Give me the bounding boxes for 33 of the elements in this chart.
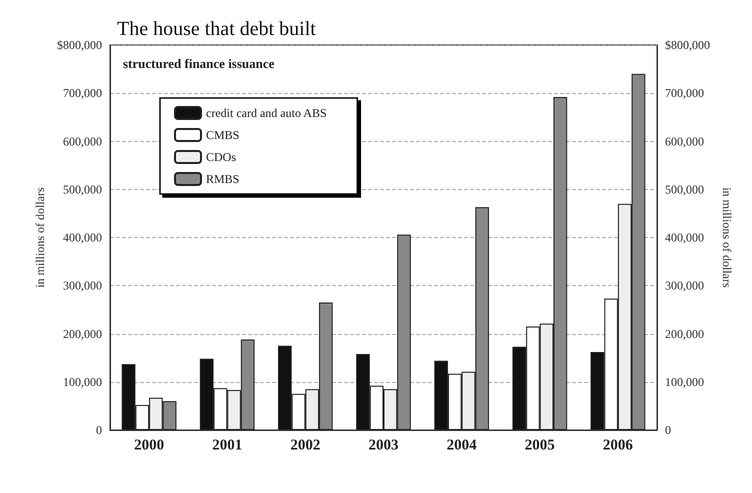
y2-tick-label: 600,000 (665, 134, 704, 148)
legend-label: RMBS (206, 172, 240, 186)
y-tick-label: 0 (96, 423, 102, 437)
y2-tick-label: 0 (665, 423, 671, 437)
y2-tick-label: 100,000 (665, 374, 704, 389)
x-tick-label: 2006 (602, 438, 634, 454)
y2-tick-label: 200,000 (665, 326, 704, 341)
x-tick-label: 2001 (212, 438, 242, 454)
y2-tick-label: 400,000 (665, 230, 704, 244)
y-tick-label: 400,000 (63, 230, 102, 244)
y2-tick-label: 700,000 (665, 86, 704, 100)
y2-tick-label: 300,000 (665, 278, 704, 293)
y-axis-title: in millions of dollars (33, 187, 48, 288)
y-tick-label: 700,000 (63, 86, 102, 100)
y-tick-label: 600,000 (63, 134, 102, 148)
x-tick-label: 2004 (446, 438, 478, 454)
legend-label: CDOs (206, 150, 236, 164)
y-tick-label: $800,000 (57, 38, 102, 52)
x-tick-label: 2000 (134, 438, 164, 454)
y-tick-label: 500,000 (63, 182, 102, 196)
x-tick-label: 2003 (368, 438, 398, 454)
y-tick-label: 100,000 (63, 374, 102, 389)
legend-label: CMBS (206, 128, 240, 142)
legend-label: credit card and auto ABS (206, 106, 327, 120)
y-tick-label: 200,000 (63, 326, 102, 341)
x-tick-label: 2005 (524, 438, 555, 454)
text: structured finance issuance (123, 56, 275, 71)
y2-tick-label: 500,000 (665, 182, 704, 196)
y-tick-label: 300,000 (63, 278, 102, 293)
y2-axis-title: in millions of dollars (720, 187, 734, 288)
chart-title: The house that debt built (117, 18, 316, 40)
y2-tick-label: $800,000 (665, 38, 710, 52)
x-tick-label: 2002 (290, 438, 320, 454)
